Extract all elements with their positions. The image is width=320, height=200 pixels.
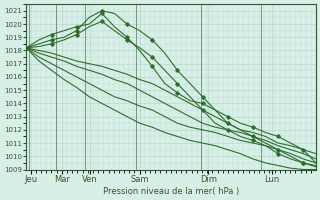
X-axis label: Pression niveau de la mer( hPa ): Pression niveau de la mer( hPa ) (103, 187, 239, 196)
